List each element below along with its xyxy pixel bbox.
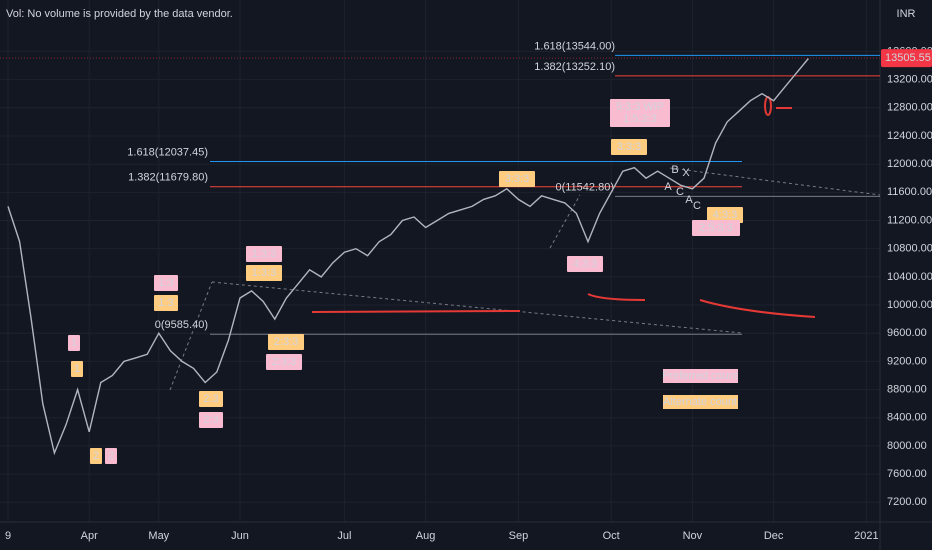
y-tick-label: 7200.00 <box>887 496 927 508</box>
x-tick-label: May <box>148 530 169 542</box>
x-tick-label: Nov <box>683 530 703 542</box>
trend-line <box>669 167 881 196</box>
annotation-box <box>199 412 223 428</box>
trend-line <box>549 194 581 249</box>
drawing <box>587 293 646 301</box>
drawings <box>311 96 816 318</box>
price-line <box>7 58 809 456</box>
drawing <box>699 299 816 318</box>
trend-lines <box>169 167 881 391</box>
annotation-text: 2:3 <box>203 393 218 405</box>
annotation-text: 1:5:3:3 <box>623 113 657 125</box>
y-tick-label: 13200.00 <box>887 74 932 86</box>
y-tick-label: 10400.00 <box>887 271 932 283</box>
annotation-box <box>611 139 647 155</box>
annotation-box <box>90 448 102 464</box>
y-tick-label: 8400.00 <box>887 412 927 424</box>
drawing <box>311 310 521 313</box>
last-price-label: 13505.55 <box>885 52 931 64</box>
annotation-text: A <box>685 194 693 206</box>
y-tick-label: 11600.00 <box>887 186 932 198</box>
y-tick-label: 9600.00 <box>887 327 927 339</box>
x-tick-label: Jul <box>337 530 351 542</box>
annotation-text: 4:3:3 <box>573 258 597 270</box>
y-tick-label: 11200.00 <box>887 214 932 226</box>
annotation-text: 5:3:3 WIP <box>616 101 664 113</box>
annotation-text: C <box>693 200 701 212</box>
y-tick-label: 12400.00 <box>887 130 932 142</box>
level-label: 1.382(13252.10) <box>534 61 615 73</box>
legend-box <box>663 369 738 383</box>
level-label: 1.618(12037.45) <box>127 146 208 158</box>
y-tick-label: 7600.00 <box>887 468 927 480</box>
trend-line <box>211 281 743 334</box>
y-tick-label: 12000.00 <box>887 158 932 170</box>
currency: INR <box>897 8 916 20</box>
annotation-text: 1 <box>74 363 80 375</box>
x-tick-label: Oct <box>603 530 620 542</box>
annotation-text: B <box>671 164 678 176</box>
annotation-box <box>105 448 117 464</box>
x-tick-label: Sep <box>509 530 529 542</box>
header: Vol: No volume is provided by the data v… <box>6 8 233 20</box>
y-tick-label: 10000.00 <box>887 299 932 311</box>
annotation-box <box>154 295 178 311</box>
annotation-text: A <box>664 181 672 193</box>
annotation-text: 2:3:3 <box>272 356 296 368</box>
x-tick-label: 2021 <box>854 530 878 542</box>
annotation-box <box>499 171 535 187</box>
level-label: 0(9585.40) <box>155 319 208 331</box>
legend-label: Preferred count <box>662 370 738 382</box>
annotation-text: 2:5:3:3 <box>699 222 733 234</box>
y-tick-label: 10800.00 <box>887 243 932 255</box>
level-label: 1.382(11679.80) <box>128 172 208 184</box>
annotation-box <box>610 99 670 127</box>
x-tick-label: Jun <box>231 530 249 542</box>
annotation-text: 1:3:3 <box>252 248 276 260</box>
x-tick-label: Aug <box>416 530 436 542</box>
grid <box>0 0 880 522</box>
y-tick-label: 8000.00 <box>887 440 927 452</box>
annotation-text: X <box>682 167 690 179</box>
annotation-text: 2:3 <box>203 414 218 426</box>
annotation-box <box>692 220 740 236</box>
annotation-text: 1:3 <box>158 277 173 289</box>
annotation-text: 4:3:3 <box>713 209 737 221</box>
annotation-text: 2 <box>93 450 99 462</box>
legend-label: Alternate count <box>663 396 737 408</box>
annotation-box <box>71 361 83 377</box>
trend-line <box>169 281 213 391</box>
annotation-text: C <box>676 186 684 198</box>
annotation-box <box>266 354 302 370</box>
annotation-text: 1 <box>71 337 77 349</box>
last-price-box <box>881 49 932 68</box>
annotation-text: 3:3:3 <box>505 173 529 185</box>
y-tick-label: 9200.00 <box>887 355 927 367</box>
annotation-box <box>268 334 304 350</box>
annotation-box <box>246 246 282 262</box>
annotation-text: 2 <box>108 450 114 462</box>
x-tick-label: Dec <box>764 530 784 542</box>
y-tick-label: 12800.00 <box>887 102 932 114</box>
annotation-box <box>246 265 282 281</box>
level-label: 0(11542.80) <box>555 181 614 193</box>
x-tick-label: 9 <box>5 530 11 542</box>
annotation-box <box>68 335 80 351</box>
annotation-box <box>154 275 178 291</box>
annotation-box <box>567 256 603 272</box>
annotation-text: 1:3 <box>158 297 173 309</box>
annotation-text: 1:3:3 <box>252 267 276 279</box>
y-tick-label: 8800.00 <box>887 383 927 395</box>
annotation-box <box>707 207 743 223</box>
legend-box <box>663 395 738 409</box>
annotation-text: 2:3:3 <box>274 336 298 348</box>
level-label: 1.618(13544.00) <box>534 40 615 52</box>
annotation-box <box>199 391 223 407</box>
annotation-text: 3:3:3 <box>617 141 641 153</box>
x-tick-label: Apr <box>81 530 98 542</box>
